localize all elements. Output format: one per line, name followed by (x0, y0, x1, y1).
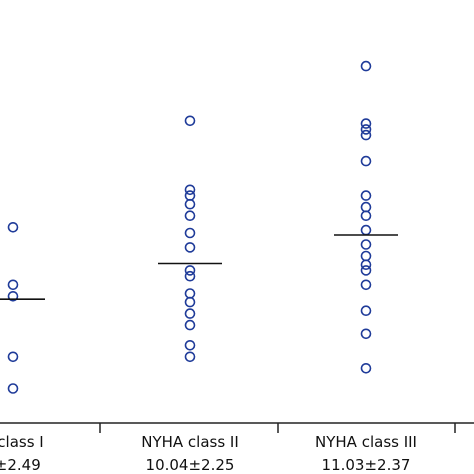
category-group (334, 60, 398, 374)
data-point (360, 118, 372, 129)
category-group (0, 222, 45, 394)
category-stat-label: 3±2.49 (0, 456, 41, 474)
data-point (184, 351, 196, 363)
data-point (184, 265, 196, 276)
data-point (184, 115, 196, 127)
category-stat-label: 10.04±2.25 (146, 456, 235, 474)
data-point (7, 222, 19, 233)
data-point (360, 129, 372, 141)
data-point (360, 239, 372, 250)
data-point (360, 328, 372, 340)
data-point (360, 362, 372, 374)
data-point (184, 210, 196, 221)
data-point (360, 224, 372, 236)
category-label: NYHA class III (315, 433, 417, 451)
data-point (184, 270, 196, 282)
category-stat-label: 11.03±2.37 (322, 456, 411, 474)
data-point (360, 201, 372, 213)
category-label: NYHA class II (141, 433, 239, 451)
data-point (7, 383, 19, 394)
data-point (184, 288, 196, 299)
data-point (7, 351, 19, 363)
x-axis (0, 422, 474, 433)
data-point (184, 198, 196, 210)
data-point (184, 296, 196, 308)
data-point (184, 242, 196, 253)
data-point (184, 319, 196, 331)
data-point (360, 259, 372, 271)
data-point (184, 227, 196, 239)
data-point (7, 279, 19, 291)
data-point (360, 155, 372, 167)
data-point (184, 308, 196, 319)
data-point (184, 339, 196, 351)
data-point (7, 290, 19, 302)
data-point (360, 250, 372, 262)
data-point (184, 184, 196, 196)
category-group (158, 115, 222, 363)
data-point (360, 60, 372, 72)
category-labels: A class I 3±2.49 NYHA class II 10.04±2.25 NY… (0, 433, 417, 474)
category-label: A class I (0, 433, 44, 451)
data-point (184, 190, 196, 201)
data-point (360, 279, 372, 291)
data-marks (0, 60, 398, 394)
data-point (360, 265, 372, 276)
data-point (360, 190, 372, 201)
data-point (360, 124, 372, 135)
data-point (360, 210, 372, 221)
data-point (360, 305, 372, 317)
